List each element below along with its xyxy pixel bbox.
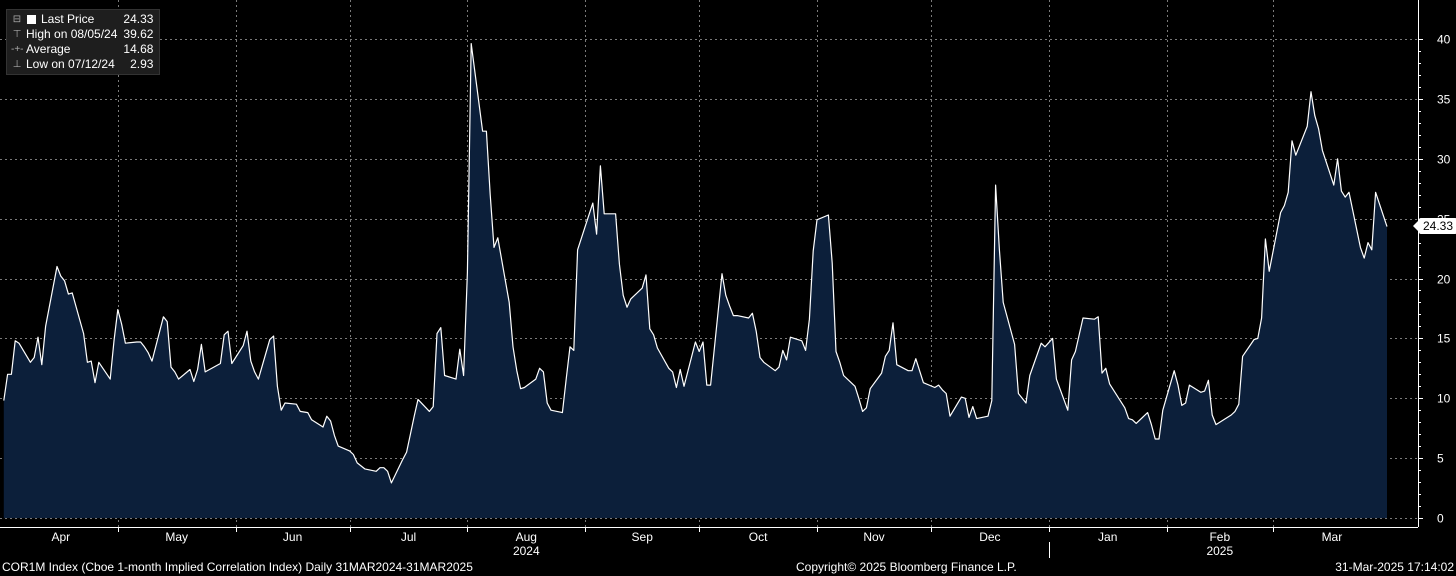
last-price-tag: 24.33 [1412,218,1456,234]
last-price-square-icon [27,15,36,24]
x-month-label: Jan [1098,530,1117,544]
y-tick-label: 35 [1437,93,1451,107]
x-month-label: Jun [283,530,302,544]
legend-high: ⊤ High on 08/05/24 39.62 [12,27,154,41]
legend-last-price: ⊟ Last Price 24.33 [12,12,154,26]
collapse-icon[interactable]: ⊟ [12,14,22,25]
legend: ⊟ Last Price 24.33 ⊤ High on 08/05/24 39.6… [6,9,161,75]
footer-ticker: COR1M Index (Cboe 1-month Implied Correl… [2,560,473,574]
y-tick-label: 40 [1437,33,1451,47]
x-month-label: Jul [401,530,416,544]
x-axis: Apr May Jun Jul Aug Sep Oct Nov Dec Jan Feb Mar 2024… [0,527,1418,558]
x-month-label: Aug [516,530,537,544]
y-tick-label: 0 [1437,512,1444,526]
average-marker-icon: -+- [11,44,24,55]
legend-low: ⊥ Low on 07/12/24 2.93 [12,57,154,71]
low-marker-icon: ⊥ [12,59,22,70]
y-tick-label: 10 [1437,392,1451,406]
y-tick-label: 5 [1437,452,1444,466]
x-month-label: Mar [1322,530,1343,544]
x-month-label: Oct [749,530,768,544]
x-year-label: 2025 [1206,544,1233,558]
x-month-label: Apr [51,530,70,544]
area-series [3,43,1388,518]
y-tick-label: 30 [1437,153,1451,167]
x-year-label: 2024 [513,544,540,558]
series-line [3,43,1388,484]
y-tick-label: 15 [1437,332,1451,346]
x-month-label: May [165,530,188,544]
x-month-label: Feb [1209,530,1230,544]
x-month-label: Dec [979,530,1000,544]
legend-average: -+- Average 14.68 [11,42,154,56]
y-axis: 0510152025303540 [1418,0,1451,527]
x-month-label: Sep [632,530,654,544]
footer-timestamp: 31-Mar-2025 17:14:02 [1335,560,1454,574]
y-tick-label: 20 [1437,273,1451,287]
footer-copyright: Copyright© 2025 Bloomberg Finance L.P. [796,560,1017,574]
high-marker-icon: ⊤ [12,29,22,40]
area-fill [3,43,1387,518]
x-month-label: Nov [863,530,884,544]
